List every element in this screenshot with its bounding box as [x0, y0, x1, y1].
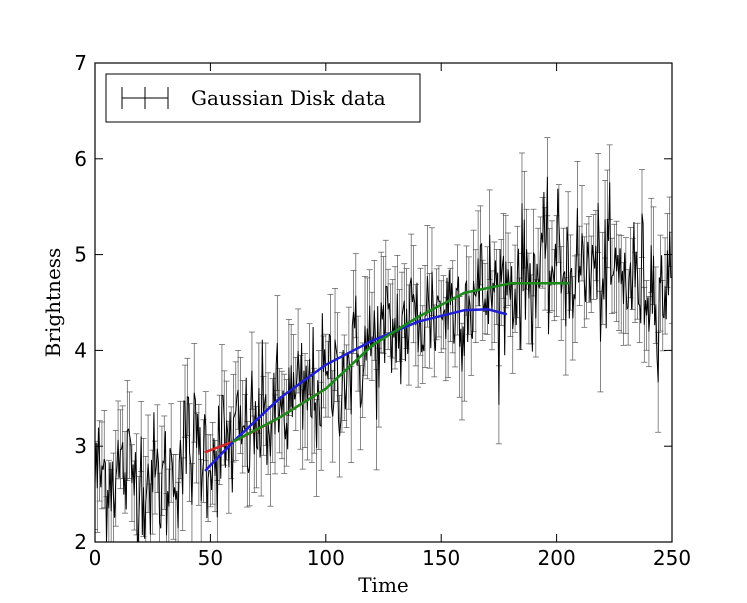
- plot-frame: [94, 62, 673, 543]
- x-tick-label: 50: [198, 546, 223, 570]
- ticks-layer: 0 50 100 150 200 250 2 3 4 5 6 7: [74, 51, 691, 570]
- y-tick-label: 5: [74, 243, 87, 267]
- x-tick-label: 250: [653, 546, 691, 570]
- legend-errorbar-symbol: [121, 87, 169, 109]
- y-tick-label: 3: [74, 434, 87, 458]
- y-axis-label: Brightness: [41, 248, 65, 358]
- x-axis-label: Time: [358, 573, 409, 597]
- y-tick-label: 4: [74, 338, 87, 362]
- x-tick-label: 200: [538, 546, 576, 570]
- plot-data-layer: [95, 137, 672, 542]
- y-tick-label: 2: [74, 530, 87, 554]
- plot-area: [95, 137, 672, 542]
- legend-label: Gaussian Disk data: [191, 86, 386, 110]
- data-line: [95, 176, 672, 542]
- errorbar-series: [95, 137, 672, 542]
- fit-line-3: [232, 282, 570, 443]
- legend: Gaussian Disk data: [105, 73, 421, 123]
- y-tick-label: 7: [74, 51, 87, 75]
- y-tick-label: 6: [74, 147, 87, 171]
- fit-line-2: [204, 307, 508, 472]
- x-tick-label: 150: [422, 546, 460, 570]
- x-tick-label: 100: [307, 546, 345, 570]
- x-tick-label: 0: [89, 546, 102, 570]
